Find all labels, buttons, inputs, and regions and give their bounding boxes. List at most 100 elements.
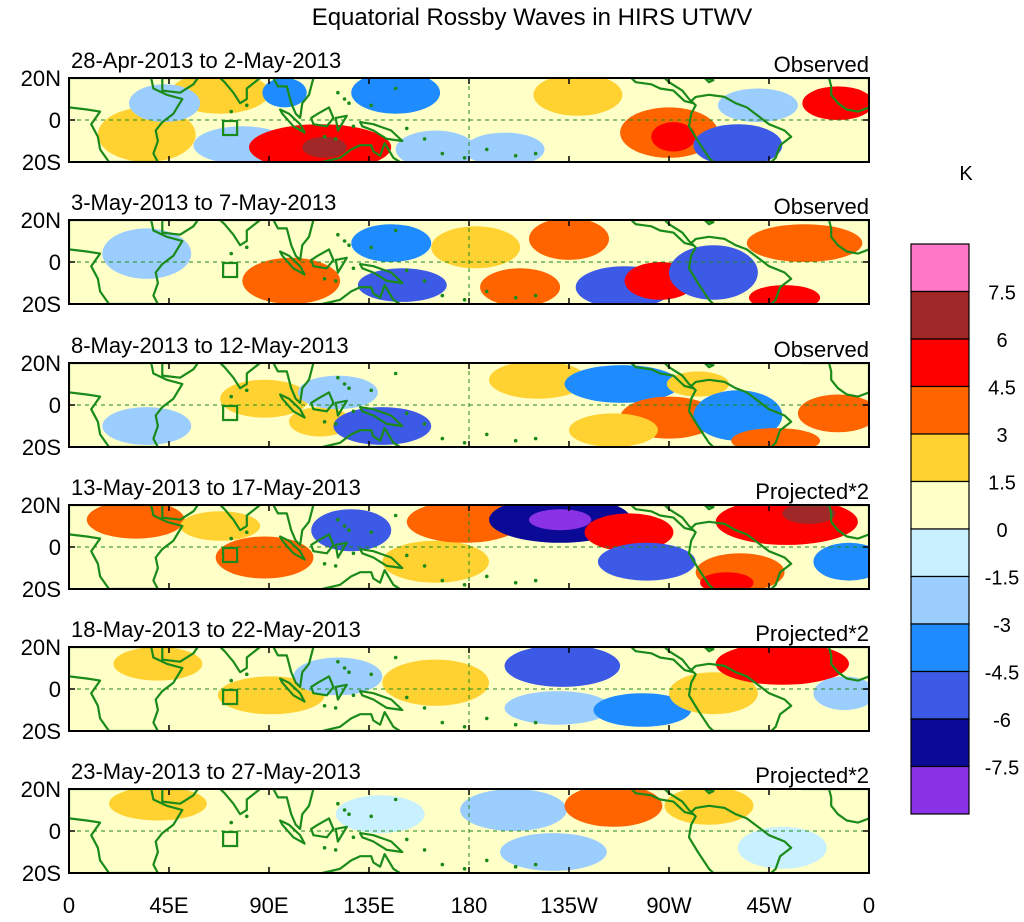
y-tick-label: 20N <box>21 777 61 802</box>
anomaly-blob <box>382 540 489 583</box>
island <box>513 864 518 869</box>
panel-kind: Observed <box>774 337 869 362</box>
chart-title: Equatorial Rossby Waves in HIRS UTWV <box>312 4 753 31</box>
anomaly-blob <box>797 394 869 433</box>
coastline <box>272 789 315 831</box>
coastline <box>687 378 793 447</box>
coastline <box>359 263 404 285</box>
island <box>369 245 374 250</box>
coastline <box>219 789 262 816</box>
y-tick-label: 20S <box>22 577 61 602</box>
island <box>513 295 518 300</box>
anomaly-blob <box>504 647 621 687</box>
y-tick-label: 20S <box>22 435 61 460</box>
colorbar-level: 1.5 <box>988 473 1016 495</box>
colorbar-level: -1.5 <box>985 568 1019 590</box>
anomaly-blob <box>715 647 849 685</box>
colorbar-swatch <box>910 243 970 293</box>
island <box>484 432 489 437</box>
island <box>229 251 234 256</box>
anomaly-blob <box>109 789 207 821</box>
anomaly-blob <box>737 826 827 869</box>
island <box>404 695 409 700</box>
island <box>404 411 409 416</box>
anomaly-blob <box>262 78 307 108</box>
colorbar-swatch <box>910 623 970 673</box>
anomaly-blob <box>335 795 425 834</box>
island <box>342 382 347 386</box>
anomaly-blob <box>746 224 863 262</box>
coastline <box>334 114 348 132</box>
y-tick-label: 0 <box>49 819 61 844</box>
island <box>342 808 347 812</box>
anomaly-blob <box>504 691 612 725</box>
anomaly-blob <box>311 509 392 552</box>
colorbar-level: 3 <box>996 425 1007 447</box>
coastline <box>69 505 184 589</box>
island <box>422 848 427 852</box>
island <box>244 245 249 250</box>
island <box>484 289 489 294</box>
coastline <box>321 142 402 162</box>
island <box>393 655 398 660</box>
colorbar-level: 7.5 <box>988 283 1016 305</box>
coastline <box>310 675 335 697</box>
coastline <box>687 93 793 162</box>
panel-1: 20N 0 20S 28-Apr-2013 to 2-May-2013 Observed <box>21 48 870 175</box>
island <box>336 517 340 522</box>
coastline <box>161 647 199 663</box>
panel-kind: Projected*2 <box>755 479 869 504</box>
island <box>422 564 427 568</box>
anomaly-blob <box>180 511 261 541</box>
island <box>336 232 340 237</box>
panel-kind: Projected*2 <box>755 763 869 788</box>
region-box <box>222 404 239 422</box>
coastline <box>321 427 402 447</box>
colorbar: K 7.5 6 4.5 3 1.5 0 -1.5 -3 -4.5 -6 -7.5 <box>910 163 1019 815</box>
anomaly-blob <box>700 572 754 589</box>
island <box>244 103 249 108</box>
units-label: K <box>959 163 973 185</box>
anomaly-blob <box>102 228 192 279</box>
coastline <box>801 363 869 398</box>
island <box>351 409 356 414</box>
coastline <box>334 541 348 559</box>
island <box>229 394 234 399</box>
coastline <box>321 852 402 873</box>
coastline <box>703 647 715 653</box>
anomaly-blob <box>464 132 545 162</box>
coastline <box>310 248 335 270</box>
colorbar-swatch <box>910 480 970 530</box>
coastline <box>272 78 315 120</box>
anomaly-blob <box>564 365 681 403</box>
island <box>333 848 338 852</box>
region-box <box>222 546 239 564</box>
colorbar-level: -6 <box>993 710 1011 732</box>
coastline <box>334 683 348 701</box>
anomaly-blob <box>529 509 592 531</box>
coastline <box>310 106 335 128</box>
island <box>333 279 338 283</box>
coastline <box>272 647 315 689</box>
island <box>440 720 445 725</box>
island <box>422 422 427 426</box>
island <box>336 801 340 806</box>
coastline <box>279 250 306 276</box>
island <box>440 151 445 156</box>
coastline <box>801 647 869 682</box>
panel-4: 20N 0 20S 13-May-2013 to 17-May-2013 Project… <box>21 475 870 602</box>
panel-period: 18-May-2013 to 22-May-2013 <box>71 617 361 642</box>
colorbar-level: -3 <box>993 615 1011 637</box>
coastline <box>703 505 715 511</box>
colorbar-swatch <box>910 765 970 815</box>
x-tick-label: 90E <box>249 893 288 918</box>
anomaly-blob <box>242 257 341 304</box>
coastline <box>272 363 315 404</box>
coastline <box>359 689 404 712</box>
anomaly-blob <box>669 245 758 300</box>
x-tick-label: 135E <box>343 893 394 918</box>
island <box>462 156 467 160</box>
anomaly-blob <box>717 88 798 123</box>
coastline <box>321 568 402 589</box>
coastline <box>359 406 404 428</box>
